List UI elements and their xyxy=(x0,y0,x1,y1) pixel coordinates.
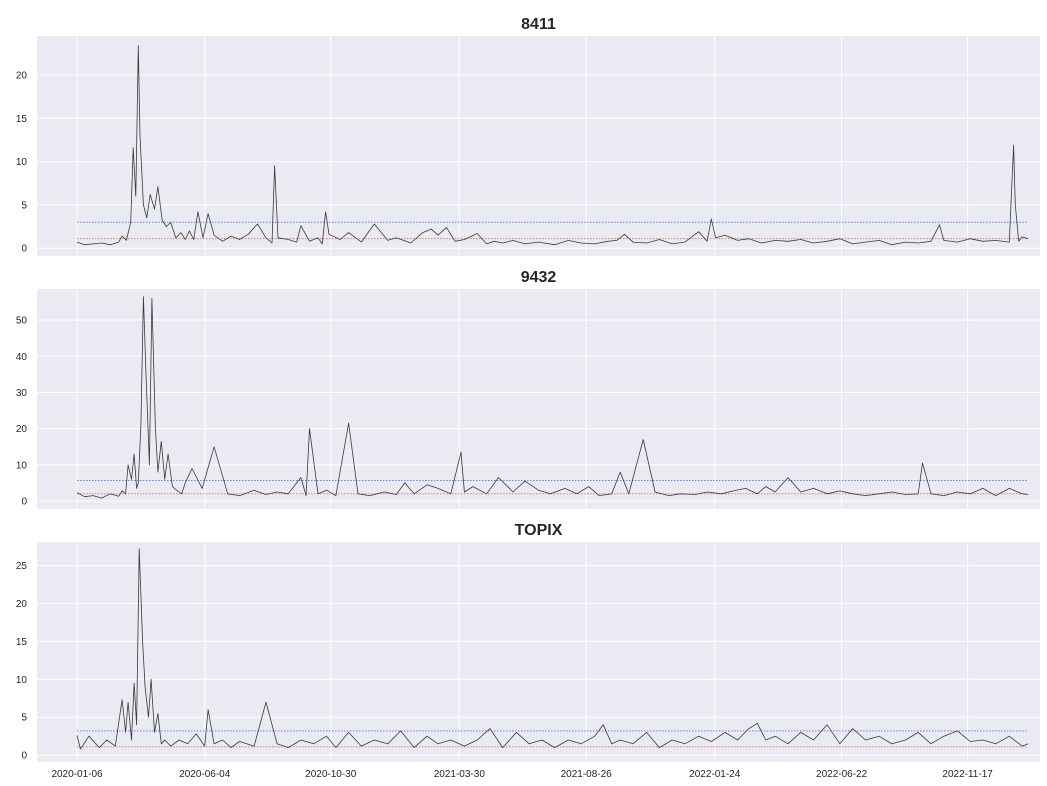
y-tick-label: 0 xyxy=(21,244,27,255)
x-tick-label: 2021-03-30 xyxy=(434,769,486,780)
y-tick-label: 15 xyxy=(16,637,28,648)
x-tick-label: 2022-11-17 xyxy=(942,769,993,780)
y-tick-label: 40 xyxy=(16,352,28,363)
panel-title: TOPIX xyxy=(515,522,563,539)
x-tick-label: 2022-06-22 xyxy=(816,769,868,780)
y-tick-label: 10 xyxy=(16,675,28,686)
panel-title: 9432 xyxy=(521,269,557,286)
y-tick-label: 15 xyxy=(16,114,28,125)
y-tick-label: 50 xyxy=(16,316,28,327)
panel-2: 0 5 10 15 20 25 TOPIX 2020-01-06 2020-06-04 2020-… xyxy=(16,522,1040,780)
series-line xyxy=(76,548,1029,750)
y-tick-label: 20 xyxy=(16,424,28,435)
y-tick-label: 25 xyxy=(16,561,28,572)
panel-title: 8411 xyxy=(521,16,556,33)
x-tick-label: 2020-10-30 xyxy=(305,769,357,780)
y-tick-label: 0 xyxy=(21,497,27,508)
x-tick-label: 2021-08-26 xyxy=(561,769,613,780)
x-tick-label: 2020-06-04 xyxy=(179,769,231,780)
series-line xyxy=(76,296,1029,499)
y-tick-label: 5 xyxy=(21,713,27,724)
y-tick-label: 10 xyxy=(16,460,28,471)
plot-area xyxy=(37,36,1040,256)
y-tick-label: 10 xyxy=(16,157,28,168)
y-tick-label: 5 xyxy=(21,200,27,211)
plot-area xyxy=(37,289,1040,509)
x-tick-label: 2022-01-24 xyxy=(689,769,741,780)
y-tick-label: 30 xyxy=(16,388,28,399)
y-tick-label: 20 xyxy=(16,599,28,610)
series-line xyxy=(76,45,1029,246)
plot-area xyxy=(37,542,1040,762)
panel-1: 0 10 20 30 40 50 9432 xyxy=(16,269,1040,509)
y-tick-label: 0 xyxy=(21,751,27,762)
x-tick-label: 2020-01-06 xyxy=(51,769,103,780)
panel-0: 0 5 10 15 20 8411 xyxy=(16,16,1040,256)
y-tick-label: 20 xyxy=(16,70,28,81)
